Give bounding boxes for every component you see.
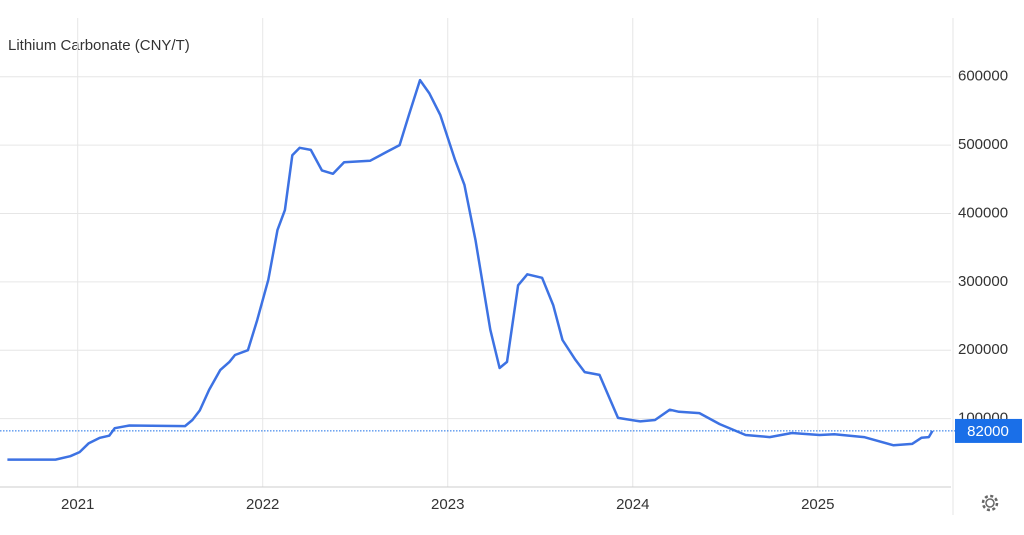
y-tick-label: 500000 [958, 136, 1008, 153]
y-tick-label: 300000 [958, 273, 1008, 290]
chart-title: Lithium Carbonate (CNY/T) [8, 37, 190, 54]
x-tick-label: 2023 [431, 496, 464, 513]
y-tick-label: 400000 [958, 204, 1008, 221]
gear-hub [985, 498, 995, 508]
gear-teeth [981, 494, 999, 512]
x-tick-label: 2021 [61, 496, 94, 513]
x-tick-label: 2022 [246, 496, 279, 513]
last-value-label: 82000 [967, 423, 1009, 440]
settings-icon[interactable] [981, 494, 999, 512]
x-tick-label: 2025 [801, 496, 834, 513]
y-tick-label: 600000 [958, 68, 1008, 85]
last-value-badge [955, 418, 1022, 443]
price-line [7, 78, 934, 461]
y-tick-label: 200000 [958, 341, 1008, 358]
x-tick-label: 2024 [616, 496, 649, 513]
